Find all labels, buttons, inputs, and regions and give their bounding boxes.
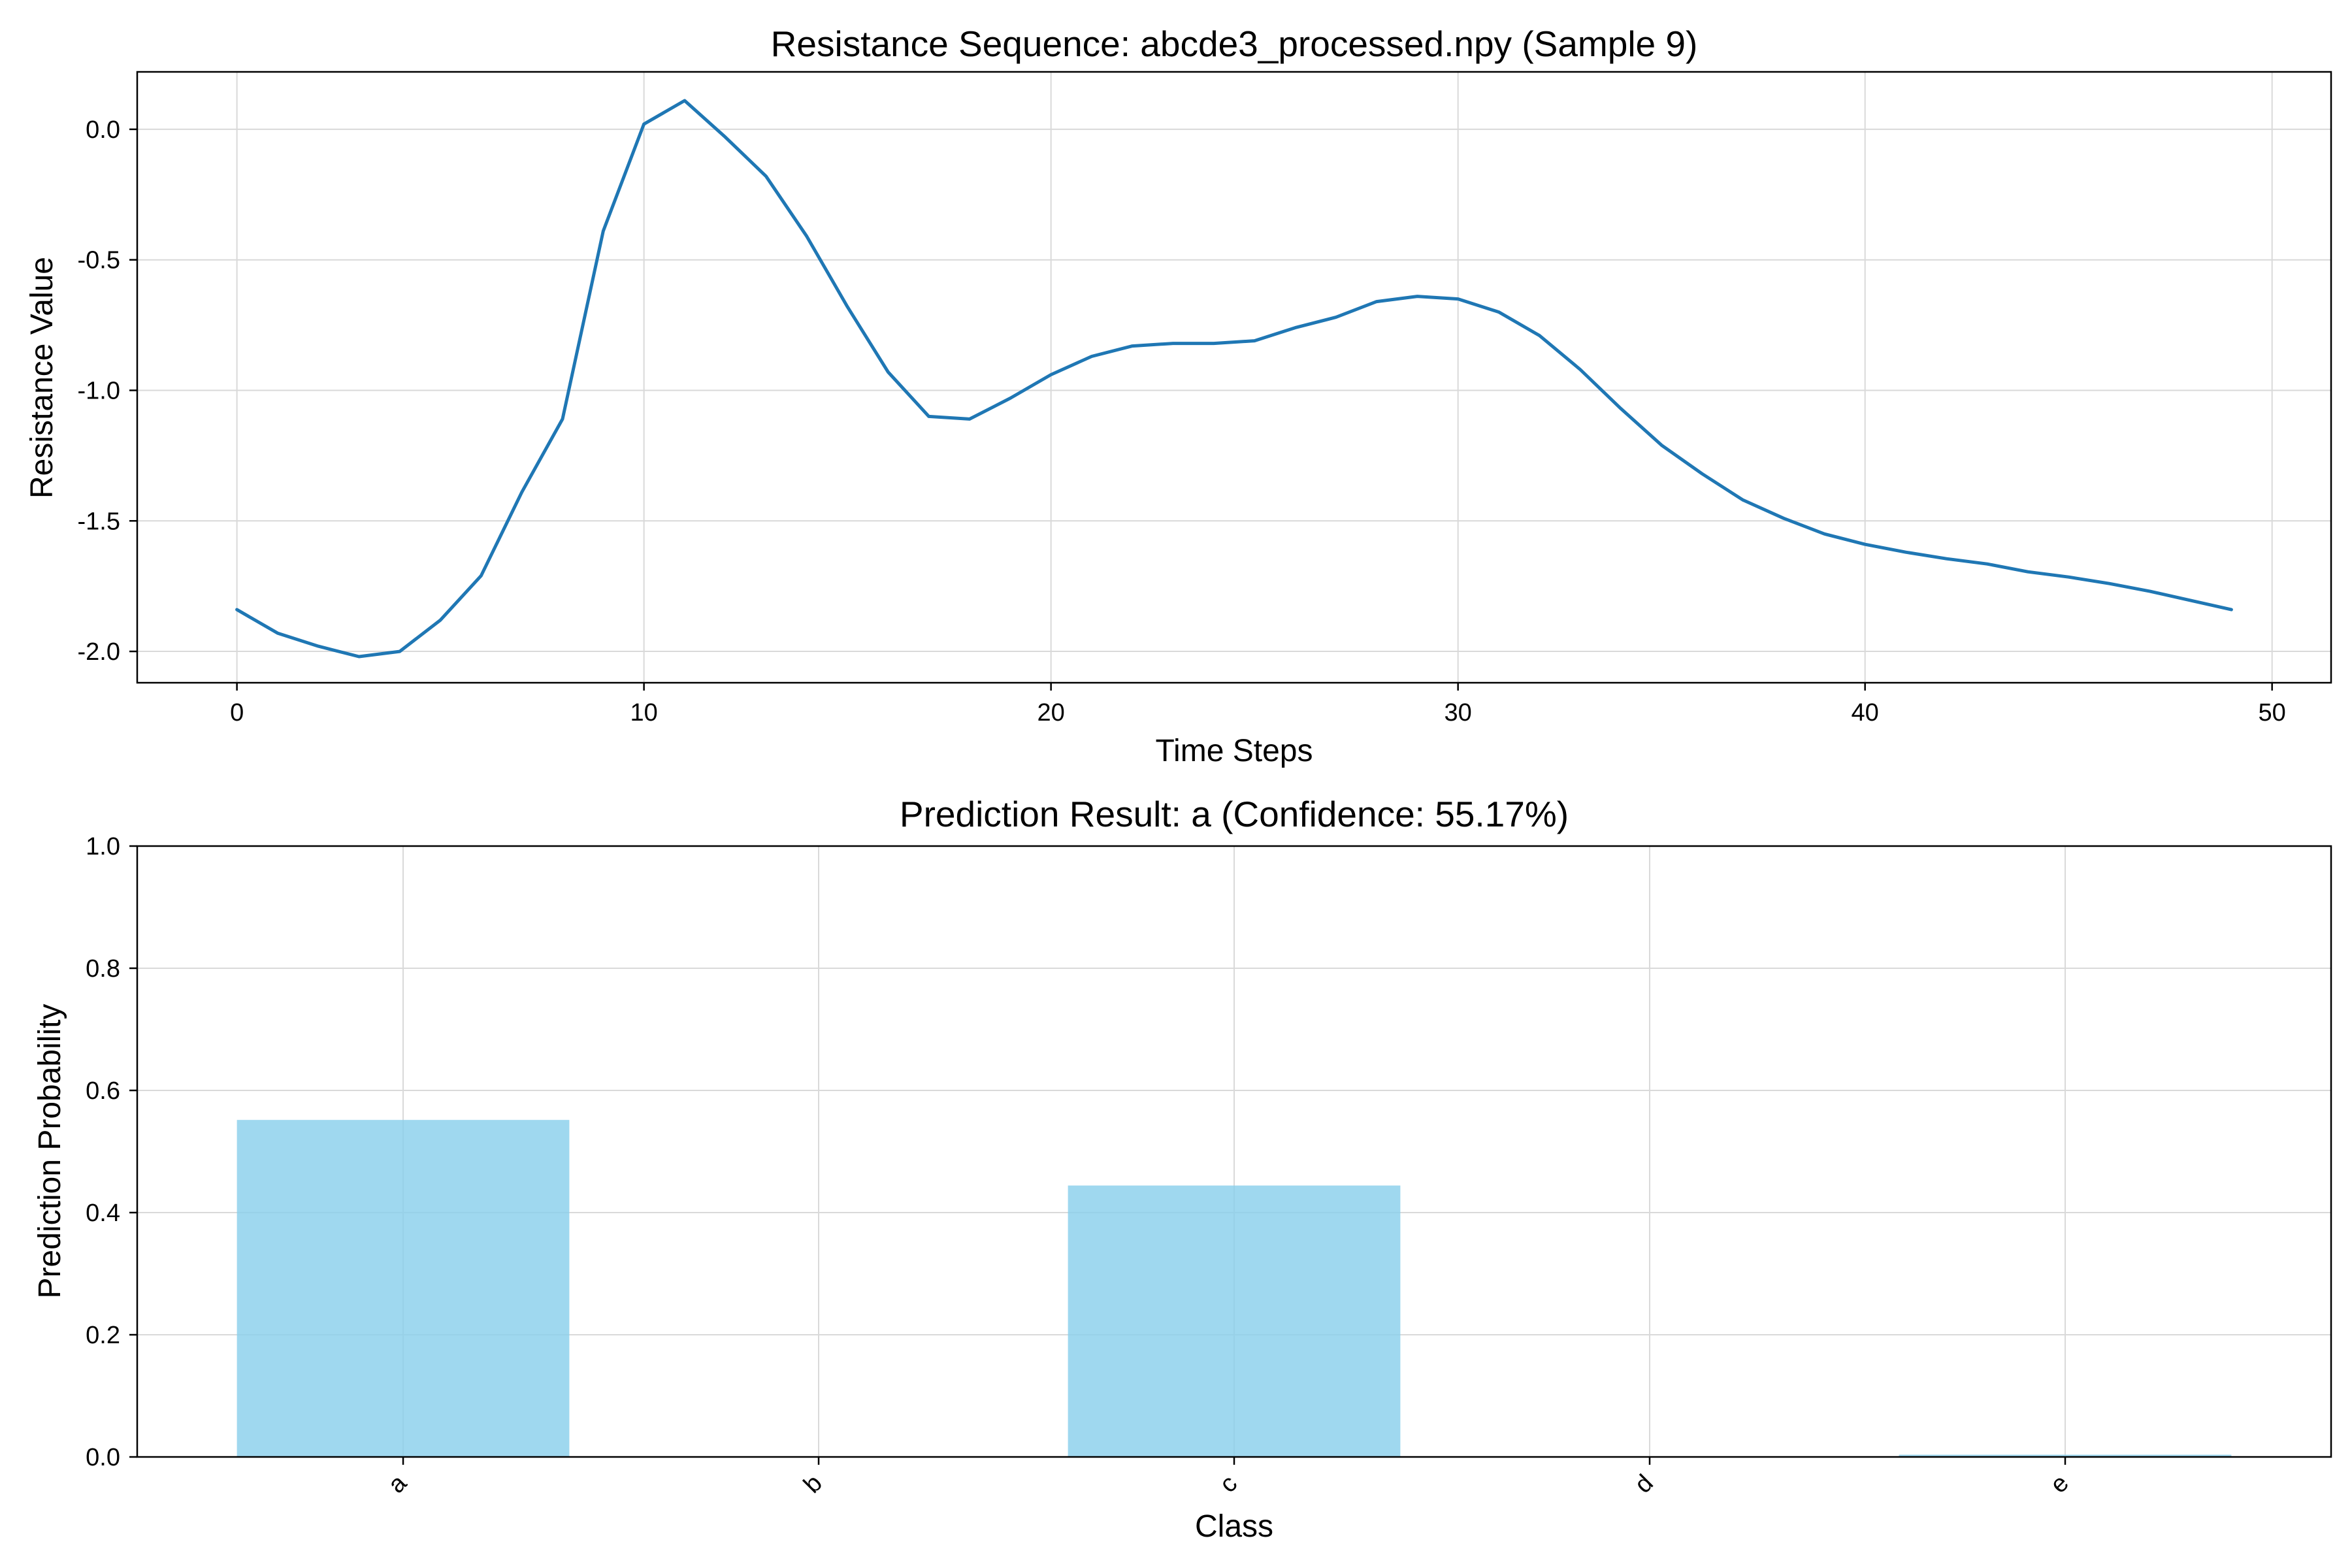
bar-chart-y-tick-label: 1.0 (86, 833, 120, 860)
bar-chart-bars (237, 1120, 2232, 1457)
line-chart-x-tick-label: 40 (1852, 699, 1879, 727)
bar-chart-x-axis-label: Class (1195, 1509, 1273, 1544)
line-chart-y-tick-label: -0.5 (78, 247, 120, 274)
bar-chart-y-tick-label: 0.2 (86, 1322, 120, 1349)
line-chart-x-tick-label: 20 (1037, 699, 1065, 727)
line-chart-y-axis-label: Resistance Value (25, 257, 59, 498)
line-chart-plot-frame (136, 71, 2332, 684)
resistance-line-chart: 0 10 20 30 40 50 0.0 -0.5 -1.0 -1.5 -2.0 Resistanc… (25, 24, 2332, 768)
bar-a (237, 1120, 570, 1457)
line-chart-ticks: 0 10 20 30 40 50 0.0 -0.5 -1.0 -1.5 -2.0 (78, 116, 2286, 727)
line-chart-y-tick-label: -1.5 (78, 508, 120, 535)
resistance-series-line (235, 99, 2233, 659)
bar-chart-title: Prediction Result: a (Confidence: 55.17%… (900, 794, 1569, 834)
line-chart-x-tick-label: 50 (2259, 699, 2286, 727)
bar-chart-y-tick-label: 0.0 (86, 1444, 120, 1471)
line-chart-title: Resistance Sequence: abcde3_processed.np… (771, 24, 1698, 64)
bar-chart-y-tick-label: 0.4 (86, 1200, 120, 1227)
prediction-bar-chart: 0.00.20.40.60.81.0a b c d e Prediction Resul… (33, 794, 2332, 1544)
bar-chart-y-axis-label: Prediction Probability (33, 1004, 67, 1299)
bar-c (1068, 1185, 1401, 1457)
bar-e (1899, 1454, 2232, 1457)
line-chart-y-tick-label: -1.0 (78, 377, 120, 404)
line-chart-x-tick-label: 30 (1445, 699, 1472, 727)
line-chart-y-tick-label: 0.0 (86, 116, 120, 144)
line-chart-y-tick-label: -2.0 (78, 638, 120, 666)
bar-chart-y-tick-label: 0.8 (86, 955, 120, 983)
line-chart-grid (137, 72, 2331, 683)
line-chart-x-tick-label: 0 (230, 699, 244, 727)
bar-chart-y-tick-label: 0.6 (86, 1077, 120, 1105)
line-chart-x-axis-label: Time Steps (1156, 734, 1313, 768)
line-chart-x-tick-label: 10 (630, 699, 658, 727)
